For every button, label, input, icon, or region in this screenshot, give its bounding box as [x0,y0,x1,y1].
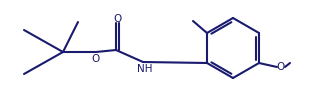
Text: NH: NH [137,64,153,74]
Text: O: O [92,54,100,64]
Text: O: O [277,62,285,72]
Text: O: O [113,14,121,24]
